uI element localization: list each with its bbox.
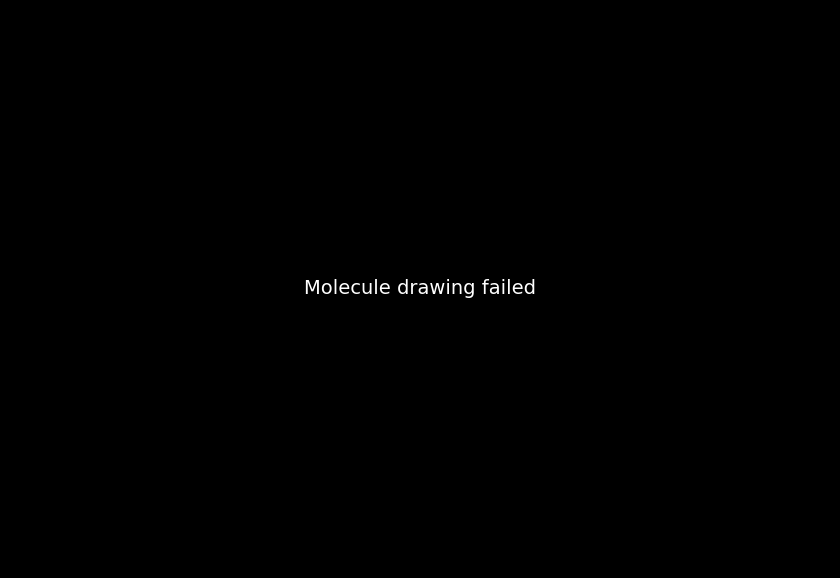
Text: Molecule drawing failed: Molecule drawing failed xyxy=(304,280,536,298)
